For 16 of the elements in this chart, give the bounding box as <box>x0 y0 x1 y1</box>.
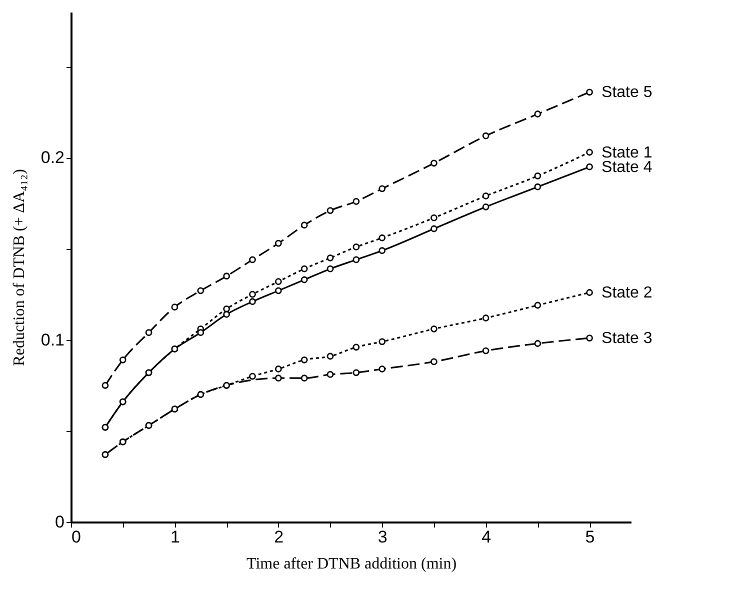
y-tick-label: 0 <box>55 512 64 532</box>
series-label: State 1 <box>602 144 652 162</box>
x-tick-label: 5 <box>585 528 595 546</box>
x-tick-label: 2 <box>274 528 284 546</box>
series-label: State 5 <box>602 84 652 102</box>
y-axis-title: Reduction of DTNB (+ ΔA₄₁₂) <box>10 169 28 366</box>
x-tick-label: 1 <box>170 528 180 546</box>
y-tick-label: 0.2 <box>40 148 64 168</box>
x-tick-label: 3 <box>378 528 388 546</box>
x-axis-title: Time after DTNB addition (min) <box>246 556 457 572</box>
x-tick-label: 4 <box>482 528 492 546</box>
x-tick-label: 0 <box>72 528 81 546</box>
series-label: State 2 <box>602 284 652 302</box>
series-label: State 3 <box>602 330 652 348</box>
series-label: State 4 <box>602 158 652 176</box>
y-tick-label: 0.1 <box>40 330 64 350</box>
